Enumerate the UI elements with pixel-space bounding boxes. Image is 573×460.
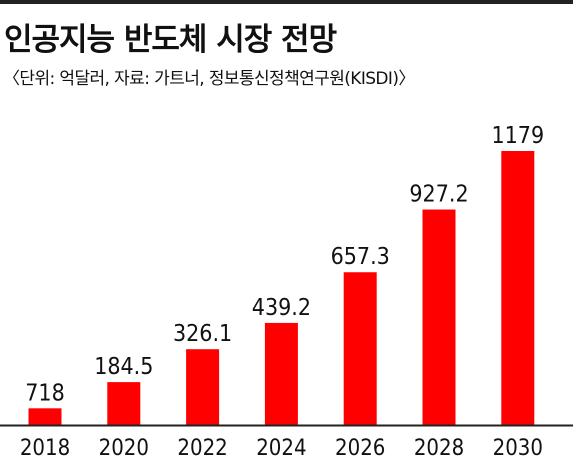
x-tick-label-2018: 2018 [20,436,70,460]
x-tick-label-2030: 2030 [493,436,543,460]
bar-2022 [186,349,220,425]
bar-2024 [264,322,298,425]
bar-2026 [343,272,377,425]
bar-2020 [107,382,141,425]
value-label-2028: 927.2 [409,182,468,208]
value-label-2030: 1179 [491,123,544,149]
value-label-2018: 718 [25,380,65,406]
value-label-2026: 657.3 [331,244,390,270]
x-tick-label-group: 2018 2020 2022 2024 2026 2028 2030 [20,436,543,460]
value-label-group: 718 184.5 326.1 439.2 657.3 927.2 1179 [25,123,544,406]
bar-group [28,151,535,425]
x-tick-label-2020: 2020 [99,436,149,460]
bar-2028 [422,209,456,425]
bar-2030 [501,151,535,425]
x-tick-label-2024: 2024 [256,436,306,460]
value-label-2020: 184.5 [94,354,153,380]
chart-title: 인공지능 반도체 시장 전망 [4,22,337,58]
x-tick-label-2022: 2022 [177,436,227,460]
value-label-2024: 439.2 [252,295,311,321]
bar-2018 [28,408,62,425]
x-tick-label-2028: 2028 [414,436,464,460]
chart-subtitle: 〈단위: 억달러, 자료: 가트너, 정보통신정책연구원(KISDI)〉 [3,69,415,89]
value-label-2022: 326.1 [173,321,232,347]
x-tick-label-2026: 2026 [335,436,385,460]
top-rule [0,0,573,4]
